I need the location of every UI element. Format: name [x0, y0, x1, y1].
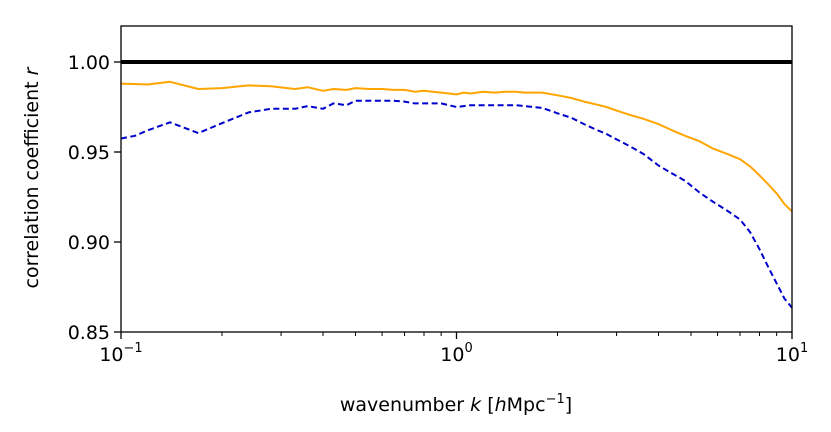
y-tick-label: 0.95	[68, 142, 110, 164]
x-axis-ticks: 10−1 100 101	[99, 332, 808, 366]
dashed-series-line	[121, 99, 792, 309]
y-axis-label-text: correlation coefficient	[21, 75, 43, 288]
x-axis-label-bracket-open: [	[481, 394, 494, 416]
y-tick-label: 0.85	[68, 322, 110, 344]
plot-area: 10−1 100 101 0.85 0.90 0.95 1.00	[68, 25, 808, 366]
x-axis-label-h: h	[495, 394, 507, 416]
x-axis-label-bracket-close: ]	[565, 394, 572, 416]
x-axis-label: wavenumber k [hMpc−1]	[340, 392, 572, 416]
y-axis-label: correlation coefficient r	[21, 66, 43, 288]
y-axis-ticks: 0.85 0.90 0.95 1.00	[68, 52, 121, 344]
x-axis-label-mpc: Mpc	[507, 394, 546, 416]
x-tick-label: 101	[776, 341, 808, 366]
axes-frame	[120, 25, 793, 333]
y-tick-label: 1.00	[68, 52, 110, 74]
y-tick-label: 0.90	[68, 232, 110, 254]
x-tick-label: 10−1	[99, 341, 142, 366]
x-axis-label-exponent: −1	[546, 392, 565, 407]
series-layer	[121, 60, 792, 309]
x-axis-label-k: k	[470, 394, 482, 416]
y-axis-label-r: r	[21, 66, 43, 75]
x-tick-label: 100	[440, 341, 472, 366]
solid-series-line	[121, 80, 792, 213]
x-axis-label-prefix: wavenumber	[340, 394, 470, 416]
